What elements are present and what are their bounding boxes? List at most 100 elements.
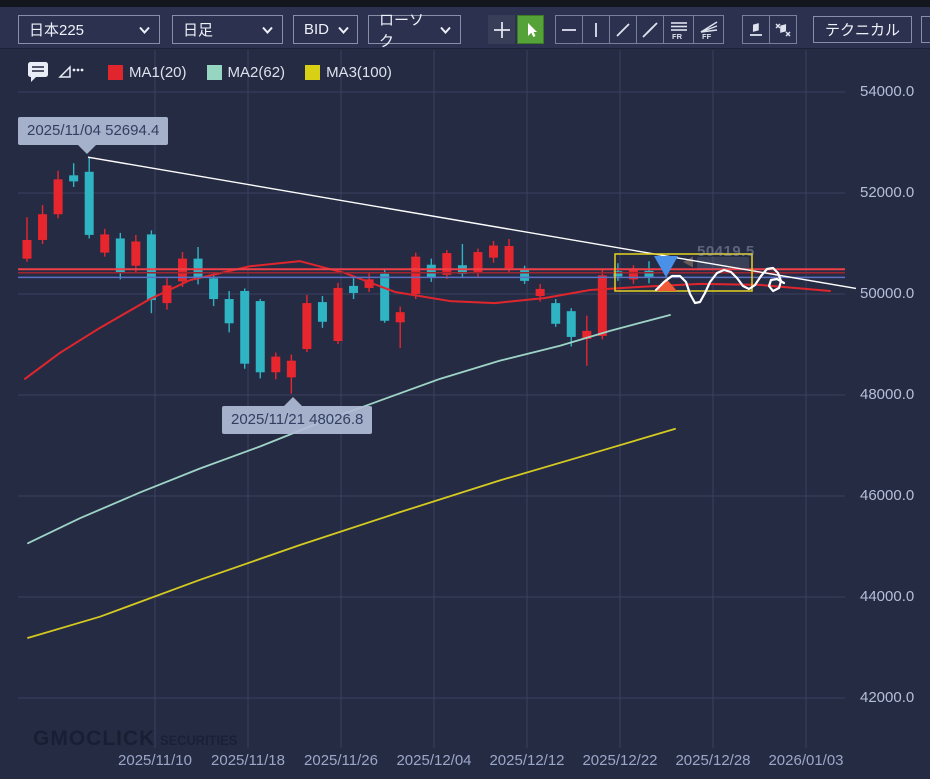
fib-fan-icon: FF bbox=[700, 20, 717, 40]
candlestick bbox=[426, 264, 436, 278]
candlestick bbox=[286, 360, 296, 378]
candlestick bbox=[333, 287, 343, 341]
horizontal-line-tool-button[interactable] bbox=[555, 15, 583, 44]
chevron-down-icon bbox=[338, 26, 349, 34]
candlestick bbox=[613, 271, 623, 277]
candlestick bbox=[380, 273, 390, 321]
legend-item[interactable]: MA3(100) bbox=[305, 64, 392, 81]
price-axis-label: 48000.0 bbox=[860, 386, 915, 403]
candlestick bbox=[566, 311, 576, 337]
candlestick bbox=[271, 356, 281, 373]
vertical-line-tool-button[interactable] bbox=[582, 15, 610, 44]
trendline-tool-button[interactable] bbox=[609, 15, 637, 44]
legend-swatch-icon bbox=[305, 64, 321, 80]
highlight-box[interactable] bbox=[614, 253, 753, 292]
candlestick bbox=[473, 252, 483, 273]
high-price-tooltip-text: 2025/11/04 52694.4 bbox=[27, 122, 160, 139]
brand-watermark: GMOCLICK SECURITIES bbox=[33, 727, 244, 751]
candlestick bbox=[349, 285, 359, 293]
drawn-trendline[interactable] bbox=[87, 156, 857, 290]
crosshair-icon bbox=[493, 21, 510, 38]
candlestick bbox=[131, 241, 141, 266]
date-axis-label: 2025/12/22 bbox=[582, 752, 658, 769]
candlestick bbox=[115, 238, 125, 273]
date-axis-label: 2026/01/03 bbox=[768, 752, 844, 769]
date-axis-label: 2025/11/10 bbox=[118, 752, 192, 769]
candlestick bbox=[224, 299, 234, 324]
candlestick bbox=[240, 290, 250, 364]
ma-line-1 bbox=[24, 260, 831, 380]
low-price-tooltip: 2025/11/21 48026.8 bbox=[222, 397, 373, 434]
brand-watermark-suffix: SECURITIES bbox=[160, 732, 238, 748]
chevron-down-icon bbox=[440, 26, 451, 34]
chart-style-select-value: ローソク bbox=[379, 11, 425, 50]
window-top-edge bbox=[0, 0, 930, 7]
legend-item[interactable]: MA1(20) bbox=[108, 64, 187, 81]
parallel-lines-icon bbox=[642, 21, 658, 38]
erase-all-tool-button[interactable] bbox=[769, 15, 797, 44]
candlestick bbox=[504, 246, 514, 269]
fib-retracement-tool-button[interactable]: FR bbox=[663, 15, 694, 44]
candlestick bbox=[317, 302, 327, 322]
symbol-select-value: 日本225 bbox=[29, 22, 85, 39]
sell-signal-triangle-icon bbox=[654, 256, 678, 278]
technical-button[interactable]: テクニカル bbox=[813, 16, 913, 43]
fib-fan-tool-button[interactable]: FF bbox=[693, 15, 724, 44]
candlestick bbox=[364, 279, 374, 288]
price-axis-label: 42000.0 bbox=[860, 689, 915, 706]
svg-text:FR: FR bbox=[672, 32, 683, 40]
price-axis-label: 50000.0 bbox=[860, 285, 915, 302]
candlestick bbox=[597, 275, 607, 336]
toolbar-overflow-button[interactable] bbox=[921, 16, 930, 43]
candlestick bbox=[146, 234, 156, 301]
candlestick bbox=[53, 179, 63, 215]
candlestick bbox=[535, 288, 545, 297]
price-axis-label: 44000.0 bbox=[860, 588, 915, 605]
candlestick bbox=[38, 214, 48, 240]
hand-drawn-squiggle[interactable] bbox=[654, 266, 786, 305]
price-type-select-value: BID bbox=[304, 21, 330, 38]
svg-text:FF: FF bbox=[702, 32, 712, 40]
cursor-icon bbox=[527, 22, 537, 37]
date-axis-label: 2025/12/28 bbox=[675, 752, 751, 769]
cursor-tool-button[interactable] bbox=[517, 15, 544, 44]
chevron-down-icon bbox=[139, 26, 150, 34]
drawing-cursor-icon[interactable] bbox=[58, 64, 84, 80]
price-marker-arrow-icon bbox=[683, 256, 693, 268]
eraser-tool-button[interactable] bbox=[742, 15, 770, 44]
candlestick bbox=[209, 278, 219, 300]
low-price-tooltip-text: 2025/11/21 48026.8 bbox=[231, 411, 364, 428]
candlestick bbox=[411, 256, 421, 294]
candlestick bbox=[69, 175, 79, 182]
timeframe-select[interactable]: 日足 bbox=[172, 15, 283, 44]
comment-icon[interactable] bbox=[27, 61, 50, 83]
date-axis-label: 2025/12/12 bbox=[489, 752, 565, 769]
symbol-select[interactable]: 日本225 bbox=[18, 15, 160, 44]
eraser-icon bbox=[750, 22, 762, 36]
price-axis-label: 52000.0 bbox=[860, 184, 915, 201]
legend-item[interactable]: MA2(62) bbox=[206, 63, 286, 81]
chevron-down-icon bbox=[262, 26, 273, 34]
date-axis-label: 2025/12/04 bbox=[396, 752, 472, 769]
technical-button-label: テクニカル bbox=[825, 22, 901, 39]
crosshair-tool-button[interactable] bbox=[488, 15, 515, 44]
legend-label: MA2(62) bbox=[227, 63, 286, 81]
candlestick bbox=[628, 269, 638, 280]
candlestick bbox=[520, 269, 530, 281]
candlestick bbox=[302, 303, 312, 350]
current-price-faded-label: 50419.5 bbox=[697, 243, 755, 260]
price-type-select[interactable]: BID bbox=[293, 15, 358, 44]
parallel-lines-tool-button[interactable] bbox=[636, 15, 664, 44]
chart-legend: MA1(20) MA2(62) MA3(100) bbox=[27, 60, 412, 84]
chart-toolbar: 日本225 日足 BID ローソク FR FF テクニカ bbox=[0, 7, 930, 50]
erase-all-icon bbox=[775, 22, 791, 37]
fib-retracement-icon: FR bbox=[670, 21, 687, 40]
brand-watermark-name: GMOCLICK bbox=[33, 727, 156, 750]
chart-style-select[interactable]: ローソク bbox=[368, 12, 461, 50]
candlestick bbox=[551, 303, 561, 324]
ma-line-3 bbox=[27, 427, 676, 639]
candlestick bbox=[162, 285, 172, 304]
candlestick bbox=[395, 312, 405, 323]
candlestick bbox=[22, 239, 32, 259]
